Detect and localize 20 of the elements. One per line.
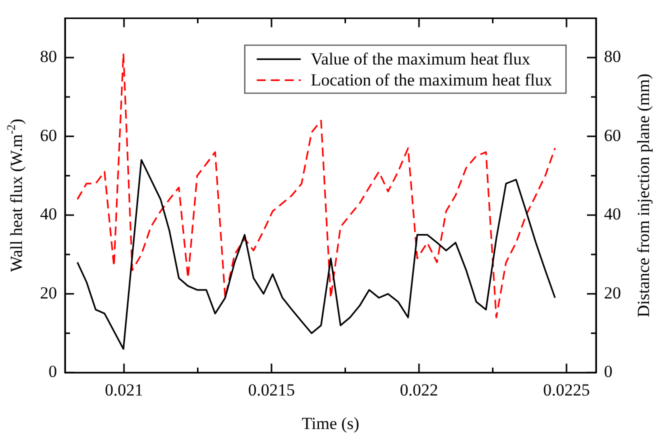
y-tick-label: 20 <box>40 283 57 302</box>
x-tick-label: 0.0215 <box>248 380 295 400</box>
y-tick-label: 40 <box>40 204 57 224</box>
y-tick-label: 60 <box>40 126 57 145</box>
y-axis-title: Wall heat flux (W.m-2) <box>4 118 26 272</box>
y2-tick-label: 0 <box>604 362 612 382</box>
line-series <box>76 52 556 318</box>
y2-axis-title: Distance from injection plane (mm) <box>634 74 653 318</box>
x-tick-label: 0.021 <box>104 380 144 400</box>
y-tick-label: 0 <box>48 362 57 382</box>
y-tick-label: 80 <box>40 47 57 66</box>
y2-tick-label: 80 <box>604 47 621 66</box>
y2-tick-label: 20 <box>604 283 621 302</box>
y2-tick-label: 60 <box>604 126 621 145</box>
legend-label: Value of the maximum heat flux <box>310 50 531 69</box>
x-axis-title: Time (s) <box>302 414 360 433</box>
x-tick-label: 0.022 <box>400 380 438 400</box>
legend-label: Location of the maximum heat flux <box>310 70 552 90</box>
y2-tick-label: 40 <box>604 204 621 224</box>
x-tick-label: 0.0225 <box>543 380 590 400</box>
